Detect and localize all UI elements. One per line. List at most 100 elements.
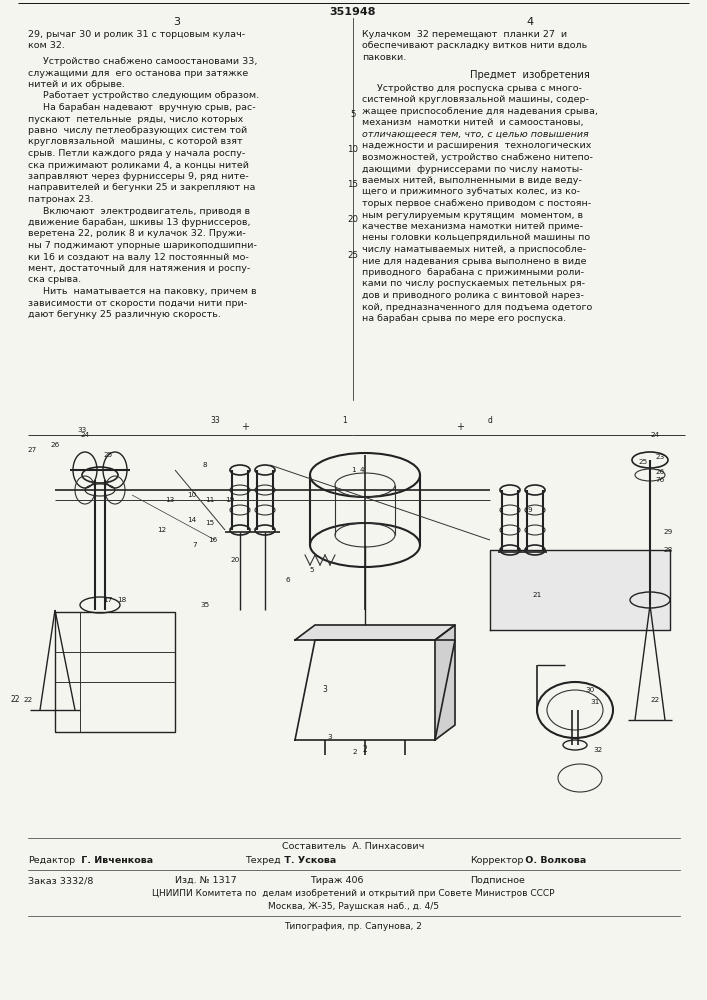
Text: 3: 3 xyxy=(173,17,180,27)
Text: нены головки кольцепрядильной машины по: нены головки кольцепрядильной машины по xyxy=(362,233,590,242)
Text: направителей и бегунки 25 и закрепляют на: направителей и бегунки 25 и закрепляют н… xyxy=(28,184,255,192)
Text: 4: 4 xyxy=(360,467,364,473)
Text: 26: 26 xyxy=(655,469,665,475)
Text: 25: 25 xyxy=(103,452,112,458)
Text: 17: 17 xyxy=(103,597,112,603)
Text: Работает устройство следующим образом.: Работает устройство следующим образом. xyxy=(28,92,259,101)
Text: системной кругловязальной машины, содер-: системной кругловязальной машины, содер- xyxy=(362,96,589,104)
Polygon shape xyxy=(490,550,670,630)
Text: Предмет  изобретения: Предмет изобретения xyxy=(470,70,590,81)
Text: 24: 24 xyxy=(81,432,90,438)
Text: торых первое снабжено приводом с постоян-: торых первое снабжено приводом с постоян… xyxy=(362,199,591,208)
Text: Устройство снабжено самоостановами 33,: Устройство снабжено самоостановами 33, xyxy=(28,57,257,66)
Text: равно  числу петлеобразующих систем той: равно числу петлеобразующих систем той xyxy=(28,126,247,135)
Text: ЦНИИПИ Комитета по  делам изобретений и открытий при Совете Министров СССР: ЦНИИПИ Комитета по делам изобретений и о… xyxy=(152,889,554,898)
Text: 18: 18 xyxy=(117,597,127,603)
Text: жащее приспособление для надевания срыва,: жащее приспособление для надевания срыва… xyxy=(362,107,598,116)
Text: 3: 3 xyxy=(327,734,332,740)
Text: Нить  наматывается на паковку, причем в: Нить наматывается на паковку, причем в xyxy=(28,287,257,296)
Text: кой, предназначенного для подъема одетого: кой, предназначенного для подъема одетог… xyxy=(362,302,592,312)
Text: 33: 33 xyxy=(210,416,220,425)
Text: 14: 14 xyxy=(187,517,197,523)
Text: +: + xyxy=(456,422,464,432)
Text: Москва, Ж-35, Раушская наб., д. 4/5: Москва, Ж-35, Раушская наб., д. 4/5 xyxy=(267,902,438,911)
Text: 29: 29 xyxy=(663,529,672,535)
Text: ны 7 поджимают упорные шарикоподшипни-: ны 7 поджимают упорные шарикоподшипни- xyxy=(28,241,257,250)
Text: 25: 25 xyxy=(348,251,358,260)
Text: Устройство для роспуска срыва с много-: Устройство для роспуска срыва с много- xyxy=(362,84,582,93)
Text: 15: 15 xyxy=(205,520,215,526)
Text: 351948: 351948 xyxy=(329,7,376,17)
Text: на барабан срыва по мере его роспуска.: на барабан срыва по мере его роспуска. xyxy=(362,314,566,323)
Text: 7: 7 xyxy=(193,542,197,548)
Text: 22: 22 xyxy=(650,697,660,703)
Text: мент, достаточный для натяжения и роспу-: мент, достаточный для натяжения и роспу- xyxy=(28,264,250,273)
Text: возможностей, устройство снабжено нитепо-: возможностей, устройство снабжено нитепо… xyxy=(362,153,593,162)
Text: d: d xyxy=(488,416,493,425)
Text: 12: 12 xyxy=(158,527,167,533)
Text: 15: 15 xyxy=(348,180,358,189)
Text: дающими  фурниссерами по числу намоты-: дающими фурниссерами по числу намоты- xyxy=(362,164,583,174)
Text: Подписное: Подписное xyxy=(470,876,525,885)
Text: 10: 10 xyxy=(187,492,197,498)
Text: 32: 32 xyxy=(593,747,602,753)
Text: На барабан надевают  вручную срыв, рас-: На барабан надевают вручную срыв, рас- xyxy=(28,103,256,112)
Text: 27: 27 xyxy=(28,447,37,453)
Text: 20: 20 xyxy=(230,557,240,563)
Text: Кулачком  32 перемещают  планки 27  и: Кулачком 32 перемещают планки 27 и xyxy=(362,30,567,39)
Text: 25: 25 xyxy=(638,459,648,465)
Text: нитей и их обрыве.: нитей и их обрыве. xyxy=(28,80,125,89)
Text: 28: 28 xyxy=(663,547,672,553)
Text: срыв. Петли каждого ряда у начала роспу-: срыв. Петли каждого ряда у начала роспу- xyxy=(28,149,245,158)
Text: числу наматываемых нитей, а приспособле-: числу наматываемых нитей, а приспособле- xyxy=(362,245,586,254)
Text: Заказ 3332/8: Заказ 3332/8 xyxy=(28,876,93,885)
Text: 2: 2 xyxy=(363,745,368,754)
Text: патронах 23.: патронах 23. xyxy=(28,195,93,204)
Text: Включают  электродвигатель, приводя в: Включают электродвигатель, приводя в xyxy=(28,207,250,216)
Text: ска прижимают роликами 4, а концы нитей: ска прижимают роликами 4, а концы нитей xyxy=(28,160,249,169)
Text: 21: 21 xyxy=(532,592,542,598)
Text: приводного  барабана с прижимными роли-: приводного барабана с прижимными роли- xyxy=(362,268,584,277)
Text: 26: 26 xyxy=(50,442,59,448)
Text: механизм  намотки нитей  и самоостановы,: механизм намотки нитей и самоостановы, xyxy=(362,118,583,127)
Text: 16: 16 xyxy=(209,537,218,543)
Text: обеспечивают раскладку витков нити вдоль: обеспечивают раскладку витков нити вдоль xyxy=(362,41,588,50)
Text: ки 16 и создают на валу 12 постоянный мо-: ки 16 и создают на валу 12 постоянный мо… xyxy=(28,252,249,261)
Text: 5: 5 xyxy=(350,110,356,119)
Text: 8: 8 xyxy=(203,462,207,468)
Text: Тираж 406: Тираж 406 xyxy=(310,876,363,885)
Polygon shape xyxy=(295,625,455,640)
Text: 24: 24 xyxy=(650,432,660,438)
Text: +: + xyxy=(241,422,249,432)
Text: заправляют через фурниссеры 9, ряд ните-: заправляют через фурниссеры 9, ряд ните- xyxy=(28,172,249,181)
Text: 31: 31 xyxy=(590,699,600,705)
Text: ска срыва.: ска срыва. xyxy=(28,275,81,284)
Text: 22: 22 xyxy=(11,696,20,704)
Text: Техред: Техред xyxy=(245,856,281,865)
Text: дов и приводного ролика с винтовой нарез-: дов и приводного ролика с винтовой нарез… xyxy=(362,291,584,300)
Text: Изд. № 1317: Изд. № 1317 xyxy=(175,876,237,885)
Text: Т. Ускова: Т. Ускова xyxy=(281,856,337,865)
Text: 23: 23 xyxy=(655,454,665,460)
Text: ным регулируемым крутящим  моментом, в: ным регулируемым крутящим моментом, в xyxy=(362,211,583,220)
Text: движение барабан, шкивы 13 фурниссеров,: движение барабан, шкивы 13 фурниссеров, xyxy=(28,218,250,227)
Text: Типография, пр. Сапунова, 2: Типография, пр. Сапунова, 2 xyxy=(284,922,422,931)
Text: Составитель  А. Пинхасович: Составитель А. Пинхасович xyxy=(282,842,424,851)
Text: отличающееся тем, что, с целью повышения: отличающееся тем, что, с целью повышения xyxy=(362,130,589,139)
Text: 2: 2 xyxy=(353,749,357,755)
Text: ваемых нитей, выполненными в виде веду-: ваемых нитей, выполненными в виде веду- xyxy=(362,176,582,185)
Text: Корректор: Корректор xyxy=(470,856,523,865)
Text: 1: 1 xyxy=(351,467,356,473)
Text: 6: 6 xyxy=(286,577,291,583)
Text: Г. Ивченкова: Г. Ивченкова xyxy=(78,856,153,865)
Text: 13: 13 xyxy=(165,497,175,503)
Text: 1: 1 xyxy=(343,416,347,425)
Text: щего и прижимного зубчатых колес, из ко-: щего и прижимного зубчатых колес, из ко- xyxy=(362,188,580,196)
Text: 35: 35 xyxy=(200,602,209,608)
Text: 3: 3 xyxy=(322,686,327,694)
Text: зависимости от скорости подачи нити при-: зависимости от скорости подачи нити при- xyxy=(28,298,247,308)
Text: 30: 30 xyxy=(585,687,595,693)
Text: паковки.: паковки. xyxy=(362,53,407,62)
Text: ние для надевания срыва выполнено в виде: ние для надевания срыва выполнено в виде xyxy=(362,256,587,265)
Text: 19: 19 xyxy=(226,497,235,503)
